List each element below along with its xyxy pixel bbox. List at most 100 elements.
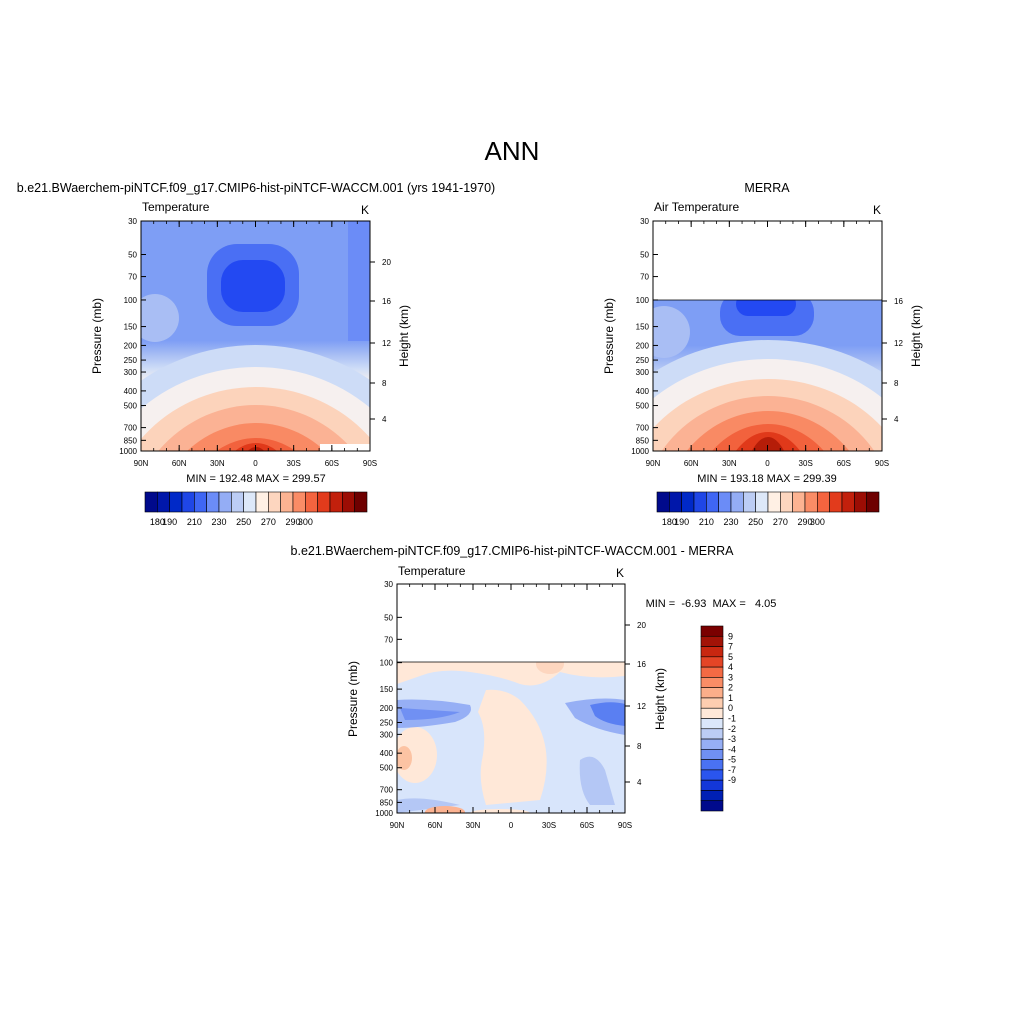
y-tick-label: 250 — [124, 356, 138, 365]
y2-tick-label: 12 — [894, 339, 903, 348]
colorbar-box — [693, 491, 707, 513]
y-tick-label: 30 — [384, 580, 393, 589]
colorbar-label: 190 — [674, 517, 689, 527]
colorbar-box — [700, 677, 724, 688]
colorbar-label: 250 — [236, 517, 251, 527]
colorbar-box — [280, 491, 294, 513]
y-tick-label: 30 — [640, 217, 649, 226]
y2-tick-label: 12 — [382, 339, 391, 348]
y2-tick-label: 8 — [637, 742, 642, 751]
colorbar-box — [144, 491, 158, 513]
axis-ticks: 305070100150200250300400500700850100090N… — [119, 217, 391, 468]
colorbar-box — [700, 759, 724, 771]
colorbar-box — [305, 491, 318, 513]
colorbar-label: -4 — [728, 744, 736, 754]
colorbar-label: 180 — [662, 517, 677, 527]
y-tick-label: 150 — [636, 323, 650, 332]
y-tick-label: 300 — [124, 368, 138, 377]
y-axis-label: Pressure (mb) — [346, 661, 360, 737]
colorbar-box — [700, 769, 724, 781]
y-tick-label: 100 — [380, 659, 394, 668]
y-tick-label: 700 — [380, 786, 394, 795]
colorbar-box — [792, 491, 806, 513]
colorbar-box — [700, 738, 724, 750]
colorbar-label: 190 — [162, 517, 177, 527]
y-tick-label: 1000 — [631, 447, 649, 456]
y-tick-label: 50 — [640, 251, 649, 260]
x-tick-label: 60N — [428, 821, 443, 830]
y-tick-label: 70 — [384, 635, 393, 644]
y-axis-label: Pressure (mb) — [90, 298, 104, 374]
colorbar-box — [169, 491, 183, 513]
colorbar-box — [706, 491, 719, 513]
variable-label: Air Temperature — [654, 200, 739, 214]
x-tick-label: 60N — [684, 459, 699, 468]
x-tick-label: 0 — [765, 459, 770, 468]
colorbar-box — [718, 491, 732, 513]
colorbar-label: 300 — [810, 517, 825, 527]
colorbar-box — [700, 646, 724, 658]
colorbar-label: 290 — [797, 517, 812, 527]
colorbar-box — [700, 749, 724, 760]
axis-ticks: 305070100150200250300400500700850100090N… — [375, 580, 646, 830]
colorbar-box — [354, 491, 368, 513]
y2-tick-label: 16 — [894, 297, 903, 306]
colorbar-box — [681, 491, 695, 513]
x-tick-label: 30S — [799, 459, 813, 468]
y-tick-label: 50 — [128, 251, 137, 260]
colorbar-box — [817, 491, 830, 513]
contour-field — [653, 300, 882, 451]
y-tick-label: 70 — [640, 273, 649, 282]
y-tick-label: 100 — [636, 296, 650, 305]
y-tick-label: 150 — [380, 685, 394, 694]
y-tick-label: 200 — [124, 341, 138, 350]
variable-label: Temperature — [398, 564, 466, 578]
panel-difference: b.e21.BWaerchem-piNTCF.f09_g17.CMIP6-his… — [291, 544, 777, 830]
colorbar-label: -3 — [728, 734, 736, 744]
y-tick-label: 200 — [380, 704, 394, 713]
y-axis-label: Pressure (mb) — [602, 298, 616, 374]
contour-field — [141, 221, 370, 451]
colorbar-box — [268, 491, 281, 513]
colorbar-box — [866, 491, 880, 513]
panel-title: MERRA — [744, 181, 790, 195]
colorbar-label: 180 — [150, 517, 165, 527]
x-tick-label: 60S — [580, 821, 594, 830]
colorbar-box — [669, 491, 682, 513]
colorbar-label: 4 — [728, 662, 733, 672]
y2-axis-label: Height (km) — [909, 305, 923, 367]
colorbar-box — [700, 687, 724, 699]
y-tick-label: 500 — [124, 402, 138, 411]
y2-tick-label: 12 — [637, 702, 646, 711]
colorbar-box — [841, 491, 855, 513]
colorbar-box — [656, 491, 670, 513]
colorbar-box — [700, 666, 724, 678]
colorbar-label: -2 — [728, 724, 736, 734]
colorbar-box — [329, 491, 343, 513]
y-tick-label: 70 — [128, 273, 137, 282]
colorbar-label: 7 — [728, 642, 733, 652]
colorbar-box — [243, 491, 257, 513]
x-tick-label: 90S — [875, 459, 889, 468]
y-tick-label: 300 — [380, 730, 394, 739]
colorbar-label: 300 — [298, 517, 313, 527]
colorbar-label: 210 — [187, 517, 202, 527]
colorbar-box — [700, 707, 724, 719]
y-tick-label: 250 — [636, 356, 650, 365]
colorbar-label: 1 — [728, 693, 733, 703]
y-tick-label: 30 — [128, 217, 137, 226]
y-tick-label: 250 — [380, 718, 394, 727]
x-tick-label: 0 — [253, 459, 258, 468]
y2-tick-label: 16 — [637, 660, 646, 669]
colorbar-box — [743, 491, 756, 513]
y2-tick-label: 4 — [894, 415, 899, 424]
stats-label: MIN = 193.18 MAX = 299.39 — [697, 473, 836, 485]
colorbar-label: 270 — [773, 517, 788, 527]
x-tick-label: 60S — [325, 459, 339, 468]
units-label: K — [361, 203, 369, 217]
colorbar-box — [700, 625, 724, 637]
colorbar-box — [780, 491, 793, 513]
colorbar-box — [730, 491, 744, 513]
